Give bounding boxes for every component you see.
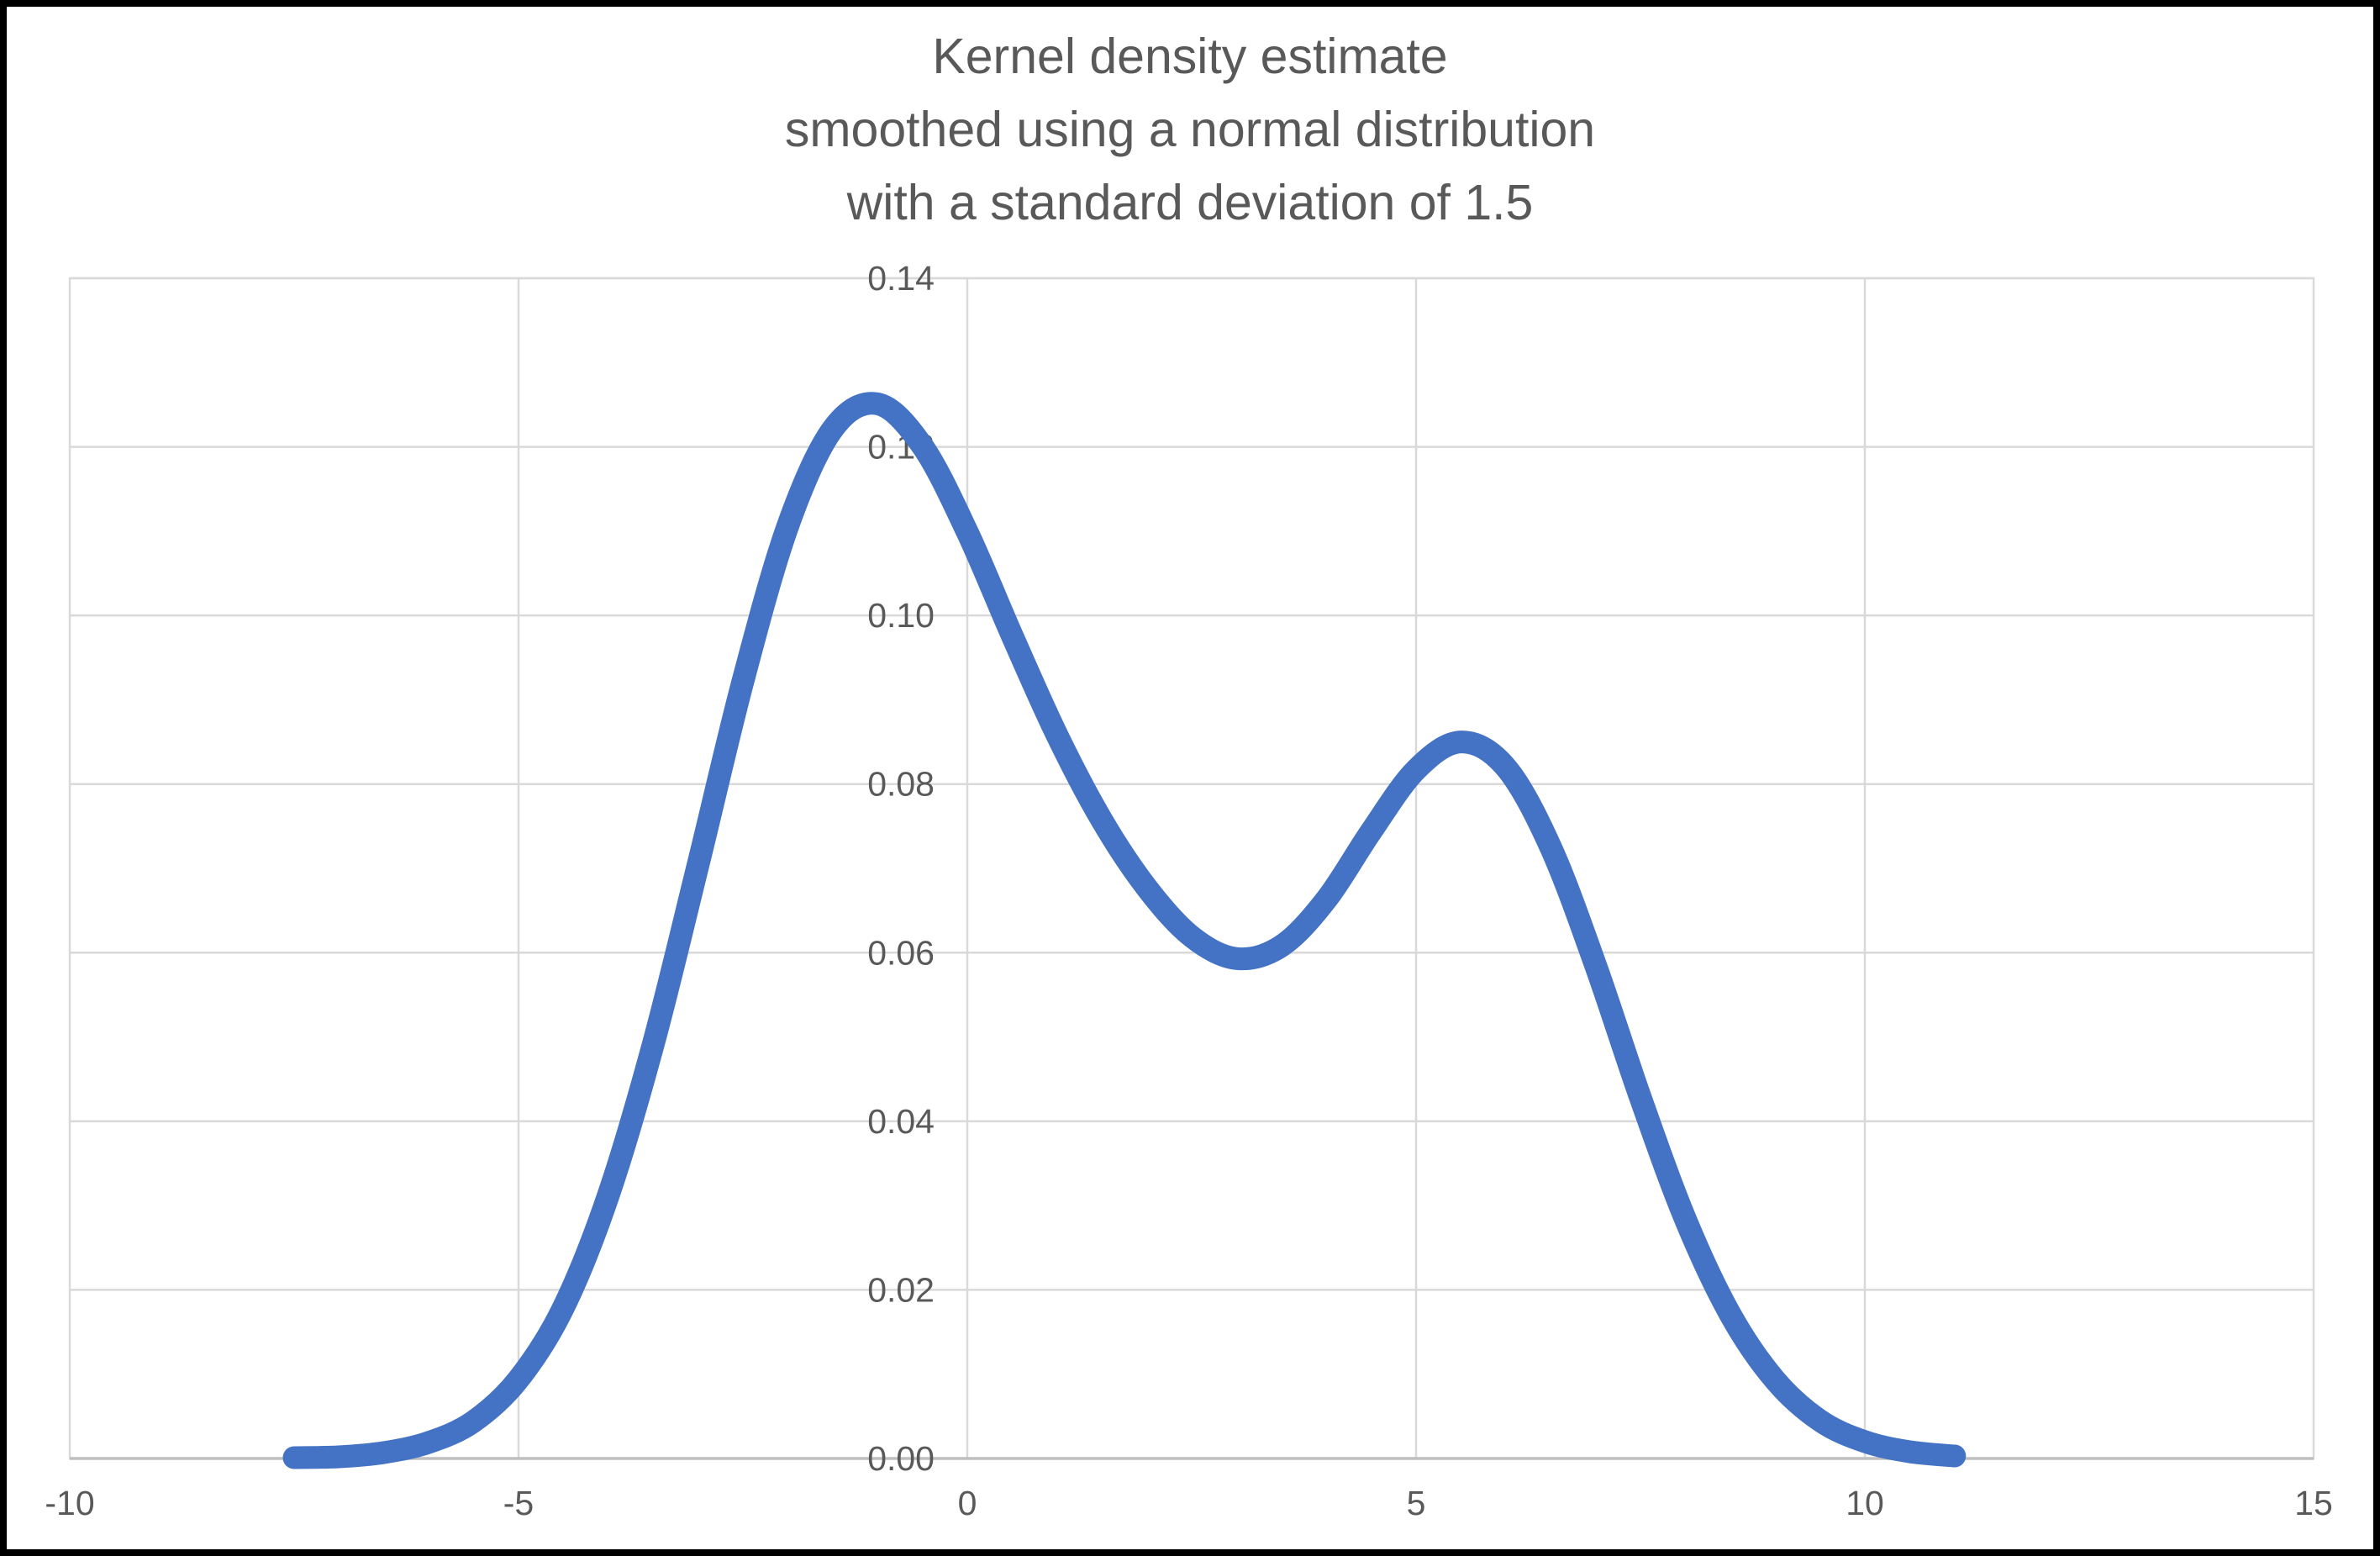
- y-tick-label: 0.02: [867, 1270, 935, 1309]
- x-tick-label: -10: [45, 1484, 94, 1522]
- plot-border: [68, 277, 2315, 1460]
- y-tick-label: 0.00: [867, 1439, 935, 1478]
- y-tick-label: 0.06: [867, 933, 935, 972]
- y-tick-label: 0.14: [867, 259, 935, 298]
- y-tick-label: 0.08: [867, 765, 935, 804]
- chart-title: Kernel density estimate smoothed using a…: [0, 20, 2380, 240]
- y-tick-label: 0.10: [867, 596, 935, 635]
- x-tick-label: -5: [503, 1484, 534, 1522]
- chart-title-line-1: Kernel density estimate: [932, 29, 1448, 84]
- x-tick-label: 15: [2294, 1484, 2333, 1522]
- y-tick-label: 0.04: [867, 1102, 935, 1141]
- chart-title-line-3: with a standard deviation of 1.5: [846, 175, 1534, 230]
- chart-title-line-2: smoothed using a normal distribution: [784, 102, 1596, 157]
- x-tick-label: 0: [958, 1484, 977, 1522]
- x-tick-label: 10: [1846, 1484, 1884, 1522]
- kde-curve: [282, 392, 1967, 1469]
- x-tick-label: 5: [1407, 1484, 1426, 1522]
